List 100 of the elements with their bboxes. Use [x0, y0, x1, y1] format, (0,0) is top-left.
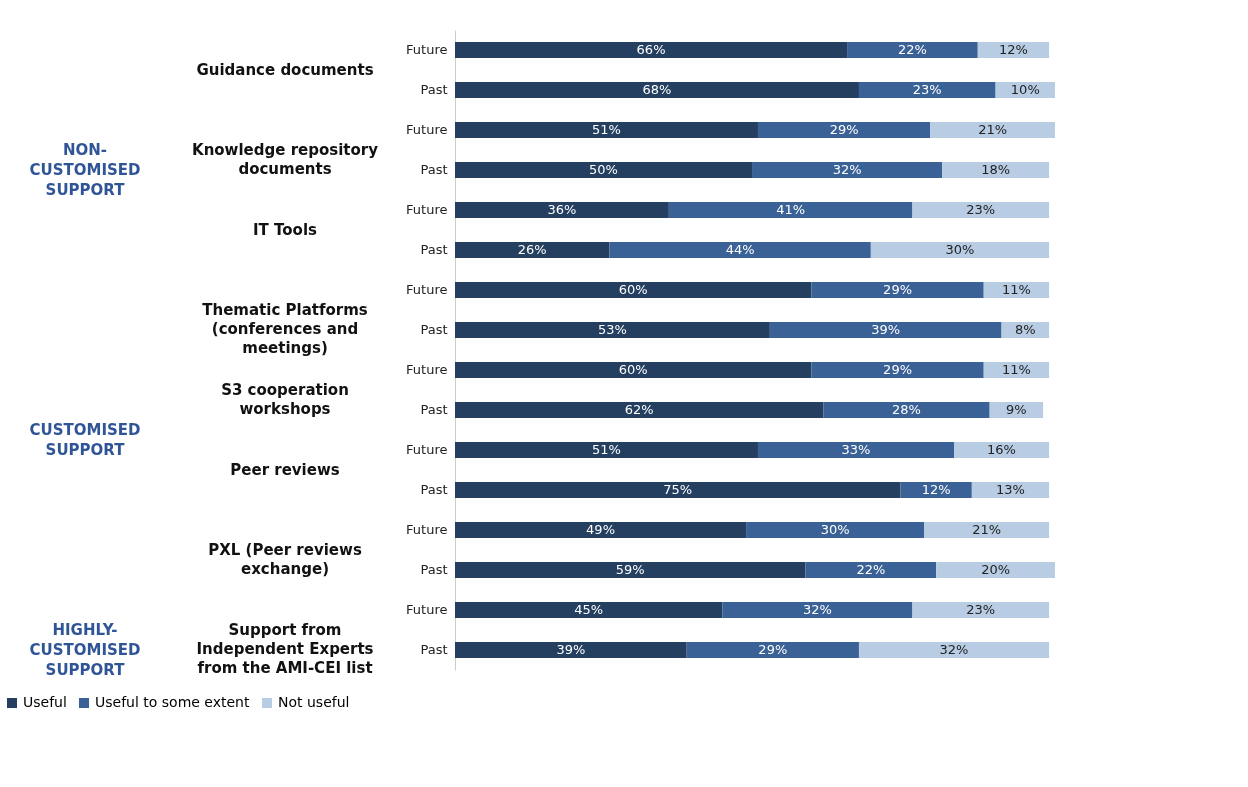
y-tick-label: Past	[420, 82, 448, 97]
bar	[455, 242, 610, 258]
y-tick-label: Past	[420, 242, 448, 257]
data-label: 28%	[892, 402, 921, 417]
data-label: 30%	[945, 242, 975, 257]
text: CUSTOMISED SUPPORT	[29, 421, 141, 459]
bar	[858, 642, 1050, 658]
bar	[455, 602, 723, 618]
data-label: 21%	[978, 122, 1008, 137]
legend-label: Not useful	[278, 694, 350, 710]
data-label: 33%	[841, 442, 871, 457]
bar	[805, 562, 937, 578]
bar	[455, 522, 747, 538]
data-label: 11%	[1001, 362, 1031, 377]
data-label: 22%	[897, 42, 927, 57]
data-label: 44%	[725, 242, 755, 257]
y-tick-label: Past	[420, 482, 448, 497]
y-tick-label: Future	[406, 42, 448, 57]
data-label: 23%	[912, 82, 942, 97]
data-label: 51%	[592, 442, 621, 457]
data-label: 20%	[981, 562, 1011, 577]
bar	[858, 82, 996, 98]
text: S3 cooperation workshops	[221, 381, 349, 418]
data-label: 59%	[615, 562, 645, 577]
bar	[752, 162, 943, 178]
y-tick-label: Future	[406, 122, 448, 137]
bar	[686, 642, 859, 658]
data-label: 62%	[624, 402, 654, 417]
text: Thematic Platforms (conferences and meetings)	[202, 301, 368, 357]
bar	[769, 322, 1002, 338]
data-label: 68%	[642, 82, 672, 97]
y-tick-label: Past	[420, 162, 448, 177]
data-label: 18%	[981, 162, 1011, 177]
data-label: 8%	[1014, 322, 1036, 337]
text: Support from Independent Experts from the AMI-CEI list	[196, 621, 374, 677]
data-label: 22%	[856, 562, 886, 577]
data-label: 66%	[636, 42, 666, 57]
bar	[912, 202, 1050, 218]
bar	[924, 522, 1050, 538]
bar	[455, 322, 770, 338]
bar	[722, 602, 913, 618]
y-tick-label: Past	[420, 402, 448, 417]
bar	[811, 282, 984, 298]
data-label: 49%	[586, 522, 615, 537]
data-label: 32%	[939, 642, 969, 657]
bar	[942, 162, 1050, 178]
bar	[455, 562, 806, 578]
bar	[455, 642, 687, 658]
y-tick-label: Future	[406, 602, 448, 617]
data-label: 11%	[1001, 282, 1031, 297]
bar	[455, 482, 901, 498]
text: NON- CUSTOMISED SUPPORT	[29, 141, 141, 199]
data-label: 60%	[618, 362, 648, 377]
bar	[455, 122, 758, 138]
y-tick-label: Future	[406, 522, 448, 537]
data-label: 45%	[574, 602, 604, 617]
bar	[746, 522, 925, 538]
bar	[930, 122, 1055, 138]
data-label: 21%	[972, 522, 1002, 537]
data-label: 39%	[556, 642, 586, 657]
bar	[936, 562, 1055, 578]
text: IT Tools	[253, 221, 318, 239]
y-tick-label: Future	[406, 202, 448, 217]
bar	[609, 242, 871, 258]
bar	[455, 282, 812, 298]
data-label: 9%	[1006, 402, 1027, 417]
bar	[954, 442, 1050, 458]
data-label: 10%	[1010, 82, 1040, 97]
bar	[668, 202, 913, 218]
data-label: 23%	[966, 602, 996, 617]
data-label: 23%	[966, 202, 996, 217]
y-tick-label: Future	[406, 442, 448, 457]
data-label: 32%	[832, 162, 862, 177]
data-label: 26%	[517, 242, 547, 257]
data-label: 29%	[883, 362, 913, 377]
data-label: 29%	[883, 282, 913, 297]
data-label: 75%	[663, 482, 693, 497]
bar	[912, 602, 1050, 618]
data-label: 51%	[592, 122, 621, 137]
data-label: 53%	[597, 322, 627, 337]
data-label: 41%	[776, 202, 806, 217]
bar	[455, 42, 848, 58]
bar	[757, 122, 931, 138]
bar	[847, 42, 978, 58]
data-label: 12%	[921, 482, 951, 497]
y-tick-label: Past	[420, 322, 448, 337]
data-label: 36%	[547, 202, 577, 217]
text: Knowledge repository documents	[192, 141, 379, 178]
data-label: 32%	[802, 602, 832, 617]
y-tick-label: Past	[420, 562, 448, 577]
text: HIGHLY- CUSTOMISED SUPPORT	[29, 621, 141, 679]
data-label: 29%	[758, 642, 788, 657]
bar	[455, 202, 669, 218]
data-label: 60%	[618, 282, 648, 297]
bar	[455, 402, 824, 418]
data-label: 30%	[820, 522, 850, 537]
y-tick-label: Future	[406, 282, 448, 297]
data-label: 29%	[829, 122, 859, 137]
bar	[455, 82, 859, 98]
data-label: 50%	[589, 162, 618, 177]
